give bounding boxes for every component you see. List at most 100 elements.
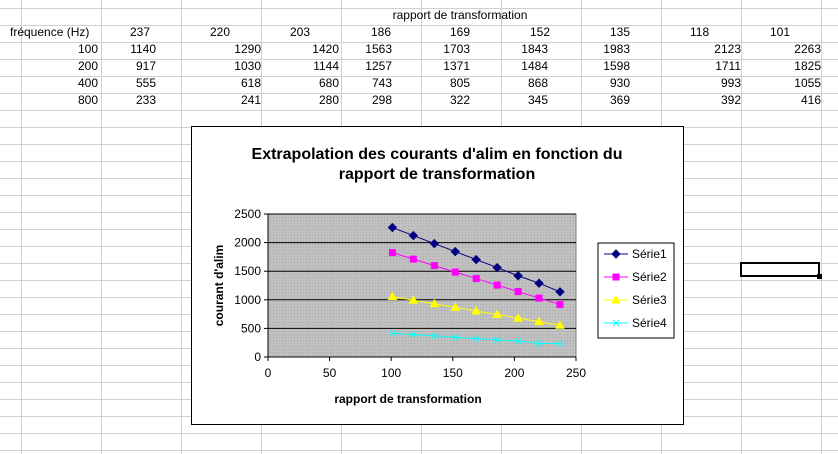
- legend-marker: [612, 319, 620, 327]
- x-axis-label: rapport de transformation: [334, 392, 481, 406]
- column-header: 169: [450, 25, 471, 39]
- table-cell: 1420: [312, 42, 339, 56]
- plot-area: [267, 213, 577, 358]
- table-cell: 369: [609, 93, 630, 107]
- y-tick-label: 500: [241, 321, 261, 335]
- table-cell: 298: [371, 93, 392, 107]
- chart-title-line1: Extrapolation des courants d'alim en fon…: [252, 146, 623, 163]
- column-header: 101: [770, 25, 791, 39]
- table-cell: 322: [449, 93, 470, 107]
- table-cell: 345: [527, 93, 548, 107]
- data-point: [535, 339, 543, 347]
- table-cell: 1484: [521, 59, 548, 73]
- table-cell: 1257: [365, 59, 392, 73]
- column-header: 135: [610, 25, 631, 39]
- data-point: [555, 320, 565, 329]
- chart-title-line2: rapport de transformation: [339, 166, 535, 183]
- column-header: 220: [210, 25, 231, 39]
- data-point: [471, 305, 482, 315]
- chart-container[interactable]: Extrapolation des courants d'alim en fon…: [191, 126, 684, 425]
- data-point: [409, 255, 417, 263]
- column-header: 152: [530, 25, 551, 39]
- table-cell: 868: [527, 76, 548, 90]
- data-point: [429, 298, 440, 308]
- column-header: 203: [290, 25, 311, 39]
- data-point: [534, 278, 544, 288]
- data-point: [430, 332, 438, 340]
- data-point: [408, 230, 419, 241]
- legend-label: Série3: [632, 293, 667, 307]
- table-cell: 1144: [313, 59, 339, 73]
- row-label: 100: [77, 42, 98, 56]
- table-cell: 1371: [443, 59, 470, 73]
- y-tick-label: 1500: [234, 264, 261, 278]
- table-cell: 233: [135, 93, 156, 107]
- table-cell: 930: [609, 76, 630, 90]
- data-point: [387, 291, 398, 301]
- table-cell: 416: [800, 93, 821, 107]
- data-point: [555, 287, 565, 297]
- x-tick-label: 150: [443, 366, 463, 380]
- data-point: [472, 275, 480, 283]
- table-cell: 241: [240, 93, 261, 107]
- data-point: [471, 254, 481, 265]
- row-header-label: fréquence (Hz): [10, 25, 90, 39]
- data-point: [492, 309, 503, 319]
- table-cell: 993: [720, 76, 741, 90]
- x-tick-label: 200: [504, 366, 524, 380]
- data-point: [451, 268, 459, 276]
- row-label: 800: [77, 93, 98, 107]
- y-tick-label: 0: [254, 350, 261, 364]
- data-point: [514, 337, 522, 345]
- active-cell-selection[interactable]: [740, 262, 822, 279]
- table-cell: 2263: [794, 42, 821, 56]
- data-point: [389, 329, 396, 337]
- table-cell: 1843: [521, 42, 548, 56]
- data-point: [450, 246, 460, 257]
- legend-label: Série1: [632, 247, 667, 261]
- data-point: [534, 316, 544, 326]
- data-point: [493, 336, 501, 344]
- legend-label: Série2: [632, 270, 667, 284]
- column-header: 237: [130, 25, 151, 39]
- data-point: [472, 335, 480, 342]
- data-point: [492, 262, 502, 273]
- chart-svg: Extrapolation des courants d'alim en fon…: [212, 146, 675, 406]
- table-cell: 1598: [603, 59, 630, 73]
- table-cell: 1983: [603, 42, 630, 56]
- data-point: [513, 271, 523, 281]
- table-cell: 392: [720, 93, 741, 107]
- y-axis-label: courant d'alim: [212, 245, 226, 327]
- legend-box: [597, 242, 675, 339]
- data-point: [430, 262, 438, 270]
- table-cell: 917: [135, 59, 156, 73]
- legend-marker: [611, 294, 621, 304]
- row-label: 200: [77, 59, 98, 73]
- y-tick-label: 2000: [234, 236, 261, 250]
- table-cell: 743: [371, 76, 392, 90]
- table-cell: 1563: [365, 42, 392, 56]
- data-point: [556, 340, 564, 348]
- table-cell: 1140: [130, 42, 156, 56]
- table-cell: 1825: [794, 59, 821, 73]
- data-point: [513, 313, 523, 322]
- data-point: [493, 281, 501, 289]
- data-point: [451, 333, 459, 341]
- x-tick-label: 0: [265, 366, 272, 380]
- table-cell: 555: [135, 76, 156, 90]
- legend-label: Série4: [632, 316, 667, 330]
- data-point: [535, 294, 543, 302]
- y-tick-label: 1000: [234, 293, 261, 307]
- table-cell: 280: [318, 93, 339, 107]
- column-header: 186: [371, 25, 392, 39]
- table-cell: 1290: [234, 42, 261, 56]
- data-point: [450, 302, 461, 311]
- data-point: [387, 222, 398, 233]
- row-label: 400: [77, 76, 98, 90]
- column-header: 118: [690, 25, 710, 39]
- table-title: rapport de transformation: [392, 8, 528, 22]
- table-cell: 2123: [714, 42, 741, 56]
- table-cell: 805: [449, 76, 470, 90]
- data-point: [429, 238, 440, 249]
- data-point: [408, 295, 419, 304]
